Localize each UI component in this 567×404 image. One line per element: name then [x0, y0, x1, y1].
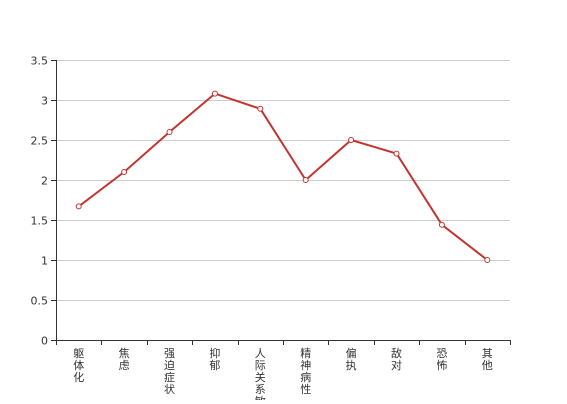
x-tick-label: 焦虑: [119, 347, 130, 372]
x-tick-label: 抑郁: [209, 346, 220, 372]
data-point-3[interactable]: [211, 90, 218, 97]
x-tick-label: 躯体化: [73, 347, 84, 384]
x-tick-label: 强迫症状: [164, 347, 175, 396]
y-tick-label: 3.5: [31, 55, 49, 68]
y-tick-label: 3: [41, 95, 48, 108]
x-tick-labels: 躯体化 焦虑 强迫症状 抑郁 人际关系敏感 精神病性 偏执 敌对 恐怖 其他: [73, 346, 493, 404]
data-point-0[interactable]: [75, 203, 82, 210]
y-tick-label: 2: [41, 175, 48, 188]
x-tick-label: 其他: [482, 347, 493, 372]
y-tick-labels: 0 0.5 1 1.5 2 2.5 3 3.5: [31, 55, 49, 348]
y-tick-label: 0: [41, 335, 48, 348]
x-tick-label: 偏执: [346, 346, 357, 372]
data-point-5[interactable]: [302, 177, 309, 183]
y-tick-label: 1.5: [31, 215, 49, 228]
data-point-2[interactable]: [166, 129, 173, 135]
y-tick-label: 0.5: [31, 295, 49, 308]
data-point-6[interactable]: [348, 137, 355, 143]
y-tick-label: 1: [41, 255, 48, 268]
data-point-4[interactable]: [257, 105, 264, 112]
y-tick-label: 2.5: [31, 135, 49, 148]
data-point-8[interactable]: [438, 221, 445, 228]
data-point-1[interactable]: [121, 169, 128, 175]
axes: [51, 60, 511, 345]
x-tick-label: 人际关系敏感: [255, 347, 266, 400]
grid-lines: [56, 60, 510, 301]
data-point-9[interactable]: [484, 257, 491, 263]
series-line: [78, 92, 488, 261]
x-tick-label: 精神病性: [300, 347, 311, 396]
x-tick-label: 敌对: [391, 346, 402, 372]
x-tick-label: 恐怖: [436, 347, 447, 372]
series: [75, 90, 491, 263]
data-point-7[interactable]: [393, 150, 400, 157]
